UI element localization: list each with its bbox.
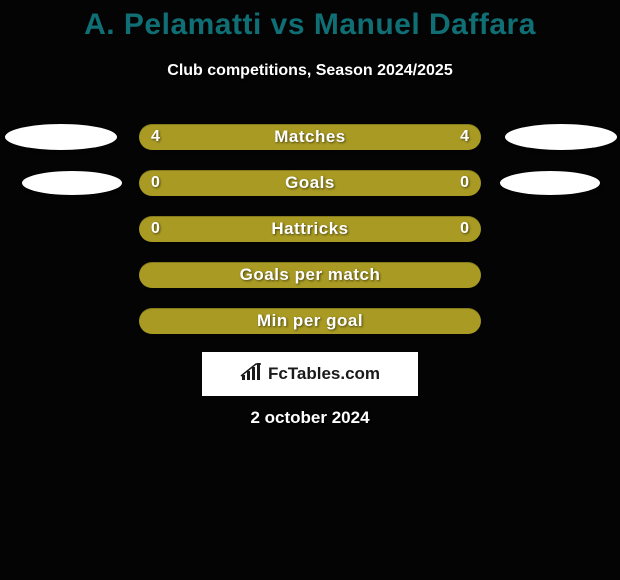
- right-marker: [500, 171, 600, 195]
- barchart-icon: [240, 363, 262, 386]
- right-marker: [505, 124, 617, 150]
- stat-row: 0 Hattricks 0: [0, 216, 620, 242]
- stats-card: A. Pelamatti vs Manuel Daffara Club comp…: [0, 0, 620, 580]
- stat-label: Goals per match: [240, 265, 381, 285]
- source-logo: FcTables.com: [240, 363, 380, 386]
- stat-row: Goals per match: [0, 262, 620, 288]
- stat-bar: 0 Goals 0: [139, 170, 481, 196]
- stat-row: 0 Goals 0: [0, 170, 620, 196]
- source-logo-text: FcTables.com: [268, 364, 380, 384]
- stat-bar: 4 Matches 4: [139, 124, 481, 150]
- stat-left-value: 0: [151, 220, 160, 238]
- stat-bar: 0 Hattricks 0: [139, 216, 481, 242]
- source-logo-box: FcTables.com: [202, 352, 418, 396]
- date-label: 2 october 2024: [0, 408, 620, 428]
- left-marker: [22, 171, 122, 195]
- left-marker: [5, 124, 117, 150]
- stat-row: Min per goal: [0, 308, 620, 334]
- stat-bar: Goals per match: [139, 262, 481, 288]
- stat-label: Matches: [274, 127, 346, 147]
- stat-right-value: 4: [460, 128, 469, 146]
- stat-label: Min per goal: [257, 311, 363, 331]
- subtitle: Club competitions, Season 2024/2025: [0, 62, 620, 80]
- stat-row: 4 Matches 4: [0, 124, 620, 150]
- stat-left-value: 4: [151, 128, 160, 146]
- stat-bar: Min per goal: [139, 308, 481, 334]
- stat-left-value: 0: [151, 174, 160, 192]
- stat-label: Goals: [285, 173, 335, 193]
- stat-label: Hattricks: [271, 219, 348, 239]
- page-title: A. Pelamatti vs Manuel Daffara: [0, 8, 620, 42]
- stat-right-value: 0: [460, 174, 469, 192]
- stat-right-value: 0: [460, 220, 469, 238]
